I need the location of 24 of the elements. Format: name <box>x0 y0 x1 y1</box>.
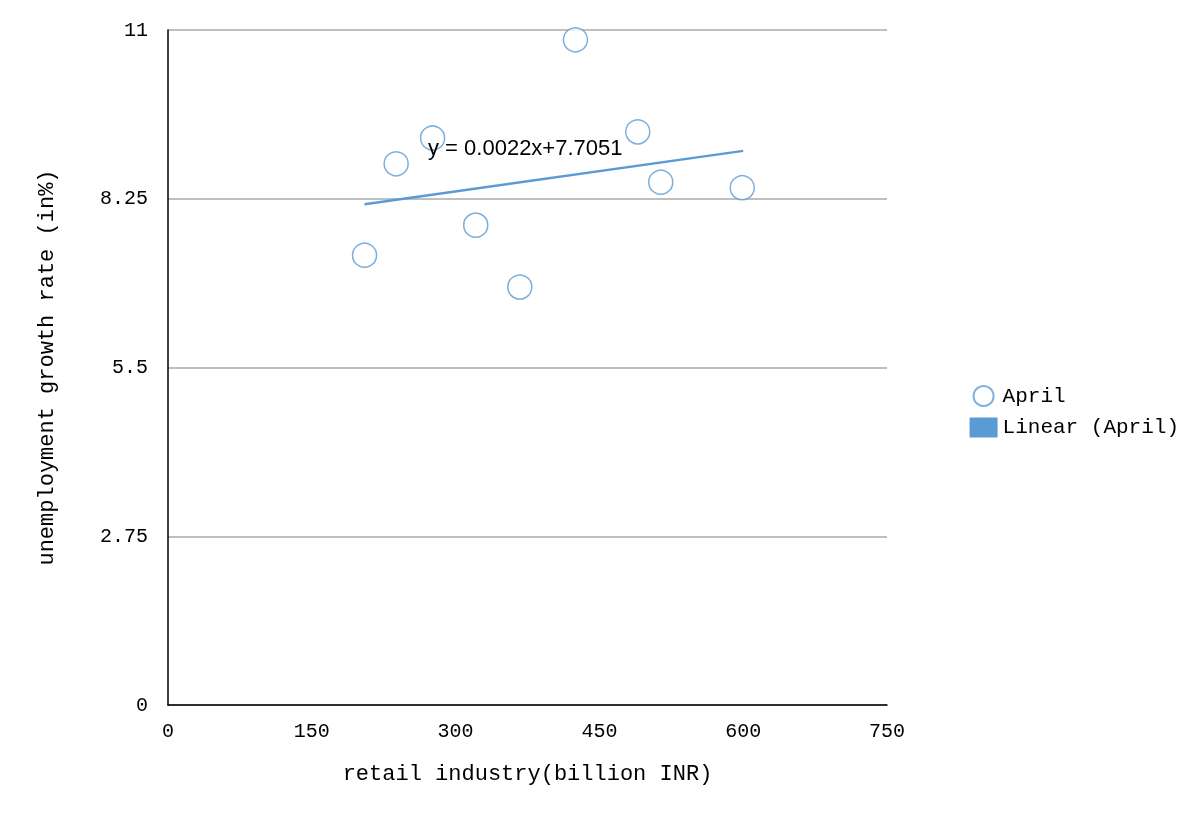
point <box>507 274 533 300</box>
point <box>648 169 674 195</box>
point <box>383 151 409 177</box>
point <box>351 242 378 268</box>
x-tick-label: 150 <box>293 719 330 743</box>
y-tick-label: 2.75 <box>99 524 148 548</box>
point <box>729 174 755 201</box>
y-tick-label: 5.5 <box>111 356 148 379</box>
x-tick-label: 300 <box>437 719 474 743</box>
point <box>625 119 651 145</box>
x-tick-label: 450 <box>581 719 618 743</box>
x-axis-title: retail industry(billion INR) <box>342 761 713 787</box>
x-tick-label: 600 <box>725 719 762 743</box>
legend-label: April <box>1002 384 1066 408</box>
x-tick-label: 750 <box>868 719 906 743</box>
y-tick-label: 0 <box>135 693 148 717</box>
y-tick-label: 11 <box>123 18 148 42</box>
annotation: y = 0.0022x+7.7051 <box>428 134 623 160</box>
legend-label: Linear (April) <box>1002 416 1180 439</box>
point <box>562 27 589 53</box>
x-tick-label: 0 <box>161 719 175 743</box>
y-axis-title: unemployment growth rate (in%) <box>34 169 60 566</box>
point <box>463 212 489 238</box>
y-tick-label: 8.25 <box>99 187 148 211</box>
